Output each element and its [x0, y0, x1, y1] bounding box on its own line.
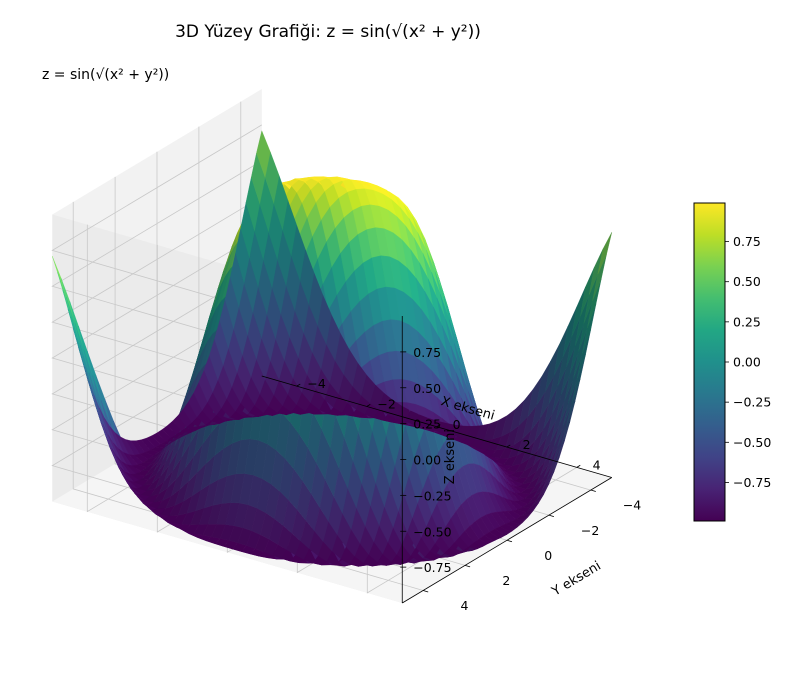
x-tick: [296, 383, 301, 387]
y-tick-label: 4: [460, 598, 468, 613]
x-tick-label: −4: [307, 376, 325, 391]
x-tick: [366, 404, 371, 407]
z-axis-label: Z ekseni: [443, 429, 458, 484]
colorbar-tick-label: 0.50: [733, 274, 761, 289]
x-tick: [506, 444, 511, 448]
x-tick: [576, 464, 581, 468]
z-tick-label: −0.50: [413, 524, 451, 539]
z-tick-label: 0.75: [413, 345, 441, 360]
colorbar: 0.75 0.50 0.25 0.00 −0.25 −0.50 −0.75: [693, 202, 771, 522]
colorbar-tick-label: −0.75: [733, 475, 771, 490]
z-tick-label: 0.25: [413, 417, 441, 432]
surface-patch: [597, 232, 612, 275]
colorbar-tick-label: 0.00: [733, 355, 761, 370]
colorbar-gradient: [693, 202, 726, 522]
colorbar-tick-label: 0.25: [733, 314, 761, 329]
z-axis: 0.75 0.50 0.25 0.00 −0.25 −0.50 −0.75 Z …: [400, 316, 458, 603]
x-tick-label: 2: [523, 437, 531, 452]
y-tick-label: 2: [502, 573, 510, 588]
y-tick-label: −4: [623, 498, 641, 513]
y-tick: [506, 539, 513, 543]
z-tick-label: 0.00: [413, 453, 441, 468]
x-tick-label: 4: [593, 457, 601, 472]
x-tick-label: 0: [453, 417, 461, 432]
colorbar-tick-label: 0.75: [733, 234, 761, 249]
colorbar-tick-label: −0.50: [733, 435, 771, 450]
colorbar-tick-label: −0.25: [733, 395, 771, 410]
y-tick: [548, 514, 555, 518]
formula-annotation: z = sin(√(x² + y²)): [42, 67, 169, 83]
z-tick-label: −0.25: [413, 488, 451, 503]
y-tick-label: −2: [581, 523, 599, 538]
x-tick: [436, 424, 441, 428]
x-tick-label: −2: [377, 397, 395, 412]
y-tick: [590, 489, 596, 492]
surface-mesh: [52, 130, 612, 567]
z-tick-label: 0.50: [413, 381, 441, 396]
chart-title: 3D Yüzey Grafiği: z = sin(√(x² + y²)): [175, 22, 481, 42]
y-tick: [423, 590, 429, 593]
y-tick-label: 0: [544, 548, 552, 563]
y-tick: [464, 564, 471, 568]
z-tick-label: −0.75: [413, 560, 451, 575]
y-axis-label: Y ekseni: [549, 559, 604, 600]
